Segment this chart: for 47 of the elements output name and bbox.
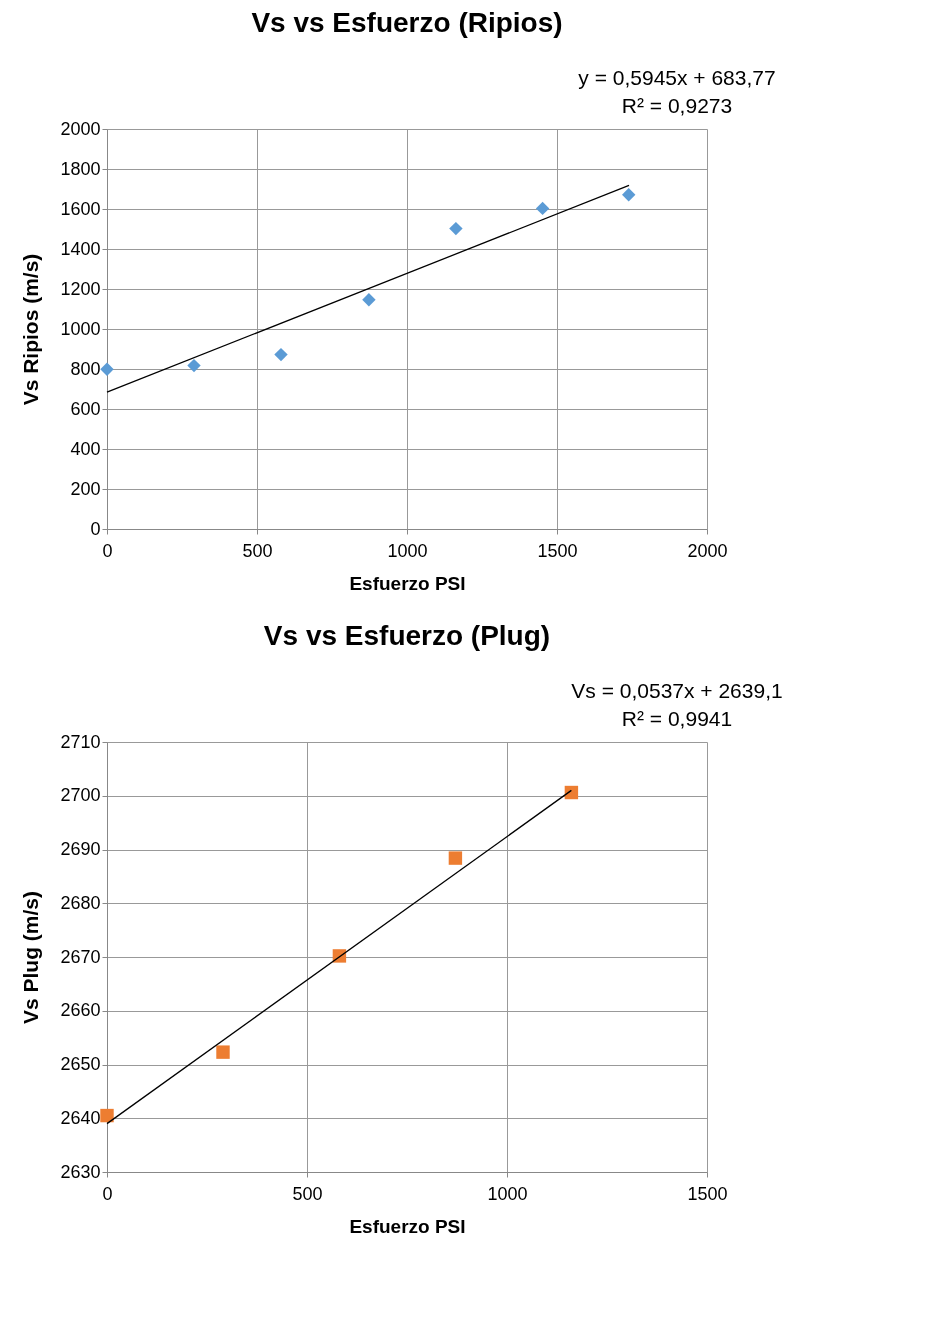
y-tick-label: 2630 (60, 1161, 101, 1182)
y-tick-label: 1600 (60, 198, 101, 219)
x-tick-label: 1500 (537, 540, 578, 561)
text: Vs = 0,0537x + 2639,1 (571, 679, 783, 702)
y-tick-label: 2670 (60, 946, 101, 967)
y-tick-label: 1400 (60, 238, 101, 259)
y-tick-label: 400 (70, 438, 101, 459)
point (535, 201, 550, 216)
point (100, 1108, 114, 1123)
y-tick-label: 800 (70, 358, 101, 379)
x-tick-label: 1000 (487, 1183, 528, 1204)
y-tick-label: 600 (70, 398, 101, 419)
point (100, 362, 114, 376)
y-tick-label: 1200 (60, 278, 101, 299)
point (362, 293, 376, 307)
point (216, 1045, 230, 1059)
text: R² = 0,9273 (621, 94, 733, 117)
y-tick-label: 1800 (60, 158, 101, 179)
text: y = 0,5945x + 683,77 (578, 66, 776, 89)
point (187, 358, 201, 373)
y-tick-label: 2660 (60, 1000, 101, 1021)
x-tick-label: 500 (292, 1183, 323, 1204)
point (621, 188, 636, 202)
y-tick-label: 2710 (60, 731, 101, 752)
x-tick-label: 2000 (687, 540, 728, 561)
point (274, 347, 288, 362)
y-tick-label: 2680 (60, 892, 101, 913)
y-tick-label: 2700 (60, 785, 101, 806)
chart-title: Vs vs Esfuerzo (Plug) (263, 620, 551, 651)
y-tick-label: 0 (90, 518, 101, 539)
y-tick-label: 2000 (60, 118, 101, 139)
y-tick-label: 2650 (60, 1054, 101, 1074)
y-tick-label: 1000 (60, 318, 101, 339)
y-tick-label: 2640 (60, 1107, 101, 1128)
x-axis-title: Esfuerzo PSI (349, 572, 466, 594)
chart-title: Vs vs Esfuerzo (Ripios) (251, 7, 563, 38)
y-axis-title: Vs Ripios (m/s) (19, 253, 43, 406)
x-tick-label: 1000 (387, 540, 428, 561)
point (448, 851, 463, 865)
y-axis-title: Vs Plug (m/s) (19, 890, 43, 1025)
x-tick-label: 500 (242, 540, 273, 561)
y-tick-label: 2690 (60, 839, 101, 859)
x-axis-title: Esfuerzo PSI (349, 1215, 466, 1237)
x-tick-label: 1500 (687, 1183, 728, 1204)
y-tick-label: 200 (70, 478, 101, 499)
text: R² = 0,9941 (621, 707, 733, 730)
point (449, 221, 463, 236)
